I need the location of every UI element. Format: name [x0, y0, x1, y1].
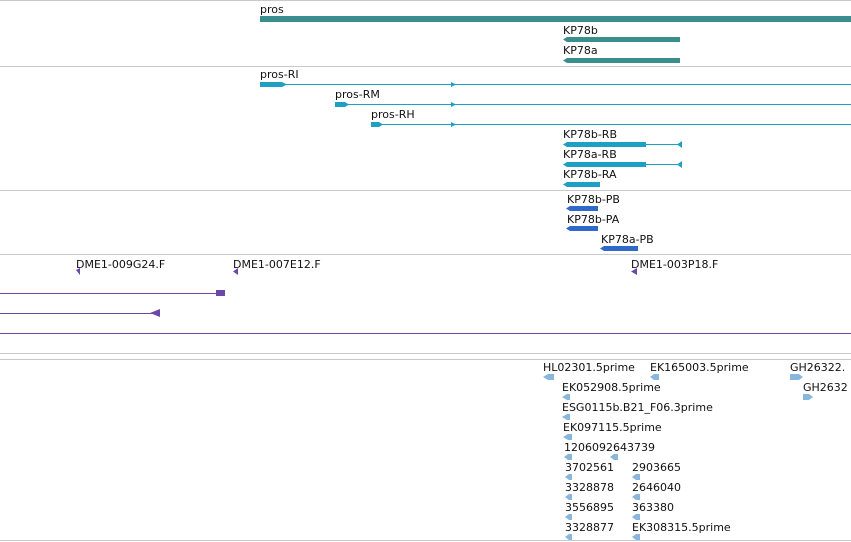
track-separator-proteins — [0, 254, 851, 255]
est-glyph-14[interactable] — [632, 514, 640, 520]
clone-marker-1[interactable] — [76, 268, 80, 275]
gene-bar-pros[interactable] — [260, 16, 851, 22]
transcript-exon-pros-rh[interactable] — [371, 122, 379, 127]
est-glyph-8a[interactable] — [564, 454, 572, 460]
est-label-9: 3702561 — [565, 461, 614, 474]
est-label-13: 3556895 — [565, 501, 614, 514]
transcript-pros-rh-intron-arrow — [451, 122, 456, 127]
transcript-pros-ri-intron-arrow — [451, 82, 456, 87]
clone-label-2: DME1-007E12.F — [233, 258, 321, 271]
transcript-label-kp78b-rb: KP78b-RB — [563, 128, 617, 141]
gene-bar-kp78b[interactable] — [567, 37, 680, 42]
est-glyph-5[interactable] — [803, 394, 813, 400]
est-glyph-10[interactable] — [632, 474, 640, 480]
est-glyph-9[interactable] — [565, 474, 572, 480]
transcript-label-kp78a-rb: KP78a-RB — [563, 148, 617, 161]
est-glyph-12[interactable] — [632, 494, 640, 500]
track-separator-transcripts — [0, 190, 851, 191]
est-glyph-16[interactable] — [632, 534, 640, 540]
transcript-line-pros-ri[interactable] — [260, 84, 851, 85]
est-label-5: GH2632 — [803, 381, 848, 394]
protein-label-kp78b-pb: KP78b-PB — [567, 193, 620, 206]
est-glyph-6[interactable] — [562, 414, 570, 420]
transcript-pros-rm-intron-arrow — [451, 102, 456, 107]
est-label-7: EK097115.5prime — [563, 421, 662, 434]
clone-line-a[interactable] — [0, 293, 222, 294]
protein-bar-kp78b-pb[interactable] — [570, 206, 598, 211]
transcript-exon-pros-rm[interactable] — [335, 102, 345, 107]
track-separator-ests — [0, 359, 851, 360]
transcript-kp78b-ra-arrowhead — [563, 182, 567, 187]
clone-marker-2[interactable] — [233, 268, 238, 275]
transcript-exon-kp78b-ra[interactable] — [567, 182, 600, 187]
est-glyph-7[interactable] — [563, 434, 572, 440]
est-label-6: ESG0115b.B21_F06.3prime — [562, 401, 713, 414]
gene-kp78b-arrowhead — [563, 37, 567, 42]
clone-end-a[interactable] — [216, 290, 225, 296]
transcript-label-pros-ri: pros-RI — [260, 68, 299, 81]
est-glyphs — [543, 374, 813, 540]
protein-kp78b-pb-arrowhead — [566, 206, 570, 211]
est-label-12: 2646040 — [632, 481, 681, 494]
protein-label-kp78b-pa: KP78b-PA — [567, 213, 620, 226]
est-glyph-8b[interactable] — [610, 454, 618, 460]
gene-label-pros: pros — [260, 3, 284, 16]
transcript-kp78b-rb-arrowhead — [563, 142, 567, 147]
est-label-4: EK052908.5prime — [562, 381, 661, 394]
transcript-exon-kp78b-rb[interactable] — [567, 142, 646, 147]
est-glyph-2[interactable] — [650, 374, 659, 380]
track-separator-top — [0, 0, 851, 1]
gene-bar-kp78a[interactable] — [567, 58, 680, 63]
track-separator-clones — [0, 353, 851, 354]
est-label-11: 3328878 — [565, 481, 614, 494]
clone-line-c[interactable] — [0, 333, 851, 334]
transcript-label-pros-rh: pros-RH — [371, 108, 415, 121]
track-separator-bottom — [0, 540, 851, 541]
est-glyph-1[interactable] — [543, 374, 554, 380]
transcript-pros-ri-exon-arrow — [282, 82, 287, 87]
transcript-pros-rh-exon-arrow — [379, 122, 383, 127]
transcript-kp78a-rb-arrowhead — [563, 162, 567, 167]
transcript-kp78a-rb-end-marker — [677, 161, 682, 168]
track-separator-genes — [0, 66, 851, 67]
gene-label-kp78b: KP78b — [563, 24, 598, 37]
protein-bar-kp78a-pb[interactable] — [604, 246, 638, 251]
est-label-10: 2903665 — [632, 461, 681, 474]
est-label-16: EK308315.5prime — [632, 521, 731, 534]
transcript-line-pros-rm[interactable] — [335, 104, 851, 105]
transcript-exon-kp78a-rb[interactable] — [567, 162, 646, 167]
est-label-8: 1206092643739 — [564, 441, 655, 454]
est-label-1: HL02301.5prime — [543, 361, 635, 374]
clone-marker-3[interactable] — [631, 268, 637, 275]
gene-kp78a-arrowhead — [563, 58, 567, 63]
transcript-label-kp78b-ra: KP78b-RA — [563, 168, 617, 181]
transcript-label-pros-rm: pros-RM — [335, 88, 380, 101]
transcript-pros-rm-exon-arrow — [345, 102, 349, 107]
protein-label-kp78a-pb: KP78a-PB — [601, 233, 654, 246]
est-label-3: GH26322. — [790, 361, 846, 374]
transcript-kp78b-rb-end-marker — [677, 141, 682, 148]
est-label-15: 3328877 — [565, 521, 614, 534]
est-label-14: 363380 — [632, 501, 674, 514]
est-glyph-3[interactable] — [790, 374, 803, 380]
est-glyph-13[interactable] — [565, 514, 572, 520]
clone-end-b-marker[interactable] — [150, 309, 160, 317]
protein-kp78a-pb-arrowhead — [600, 246, 604, 251]
protein-kp78b-pa-arrowhead — [566, 226, 570, 231]
gene-label-kp78a: KP78a — [563, 44, 598, 57]
est-glyph-11[interactable] — [565, 494, 572, 500]
clone-line-b[interactable] — [0, 313, 160, 314]
clone-label-1: DME1-009G24.F — [76, 258, 166, 271]
clone-label-3: DME1-003P18.F — [631, 258, 719, 271]
protein-bar-kp78b-pa[interactable] — [570, 226, 598, 231]
est-glyph-15[interactable] — [565, 534, 572, 540]
est-glyph-4[interactable] — [562, 394, 570, 400]
transcript-line-pros-rh[interactable] — [371, 124, 851, 125]
transcript-exon-pros-ri[interactable] — [260, 82, 282, 87]
est-label-2: EK165003.5prime — [650, 361, 749, 374]
